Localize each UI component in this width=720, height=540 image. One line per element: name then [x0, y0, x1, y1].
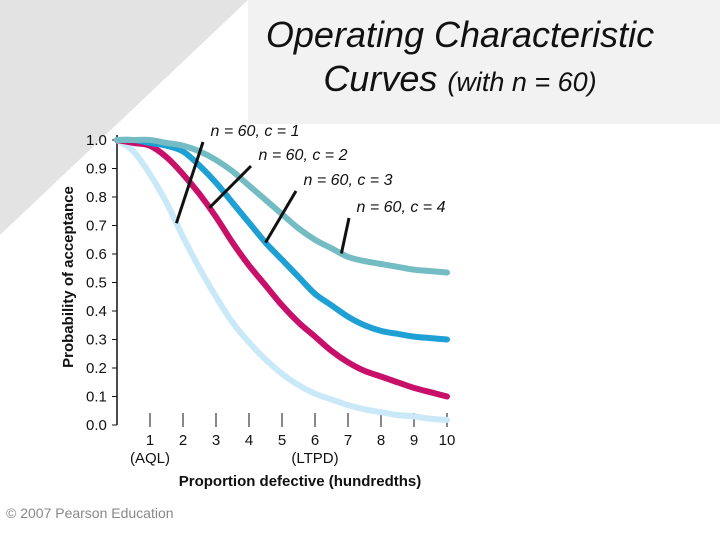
annotation-leader — [339, 217, 351, 254]
x-tick-label: 6 — [311, 432, 319, 449]
y-tick-label: 0.5 — [86, 275, 107, 292]
x-axis-title: Proportion defective (hundredths) — [179, 473, 422, 490]
x-tick-sublabel: (LTPD) — [291, 450, 338, 467]
x-tick-label: 10 — [439, 432, 456, 449]
x-tick-label: 3 — [212, 432, 220, 449]
x-tick-label: 8 — [377, 432, 385, 449]
y-tick-label: 0.3 — [86, 332, 107, 349]
y-tick-label: 0.0 — [86, 417, 107, 434]
title-curves-word: Curves — [323, 58, 438, 99]
curve-label-c4: n = 60, c = 4 — [357, 199, 446, 216]
slide-title-line-1: Operating Characteristic — [265, 14, 655, 55]
x-tick-sublabel: (AQL) — [130, 450, 170, 467]
copyright-notice: © 2007 Pearson Education — [6, 505, 174, 521]
x-tick-label: 1 — [146, 432, 154, 449]
x-tick-label: 5 — [278, 432, 286, 449]
corner-decoration — [0, 0, 248, 235]
series-group — [114, 136, 450, 423]
y-tick-label: 0.1 — [86, 389, 107, 406]
y-tick-label: 0.8 — [86, 189, 107, 206]
y-axis-title: Probability of acceptance — [60, 186, 77, 368]
annotation-leader — [264, 190, 298, 244]
curve-label-c2: n = 60, c = 2 — [259, 147, 348, 164]
x-tick-label: 4 — [245, 432, 253, 449]
curve-label-c3: n = 60, c = 3 — [304, 172, 393, 189]
x-tick-label: 2 — [179, 432, 187, 449]
annotations: n = 60, c = 1 n = 60, c = 2 n = 60, c = 3 n… — [174, 123, 446, 254]
annotation-leader — [174, 141, 205, 224]
y-tick-label: 0.4 — [86, 303, 107, 320]
y-tick-label: 0.2 — [86, 360, 107, 377]
x-tick-label: 7 — [344, 432, 352, 449]
series-line-c3 — [114, 136, 450, 343]
x-tick-label: 9 — [410, 432, 418, 449]
series-line-c2 — [114, 137, 450, 400]
slide-title-line-2: Curves (with n = 60) — [200, 58, 720, 100]
title-sample-size: (with n = 60) — [447, 67, 597, 97]
y-tick-label: 0.7 — [86, 218, 107, 235]
y-tick-label: 0.9 — [86, 161, 107, 178]
y-tick-label: 1.0 — [86, 132, 107, 149]
axes: 0.0 0.1 0.2 0.3 0.4 0.5 0.6 0.7 0.8 0.9 1.0 1 2 3 4 5 6 7… — [86, 132, 455, 467]
title-band — [248, 0, 720, 124]
series-line-c1 — [114, 137, 450, 423]
y-tick-label: 0.6 — [86, 246, 107, 263]
curve-label-c1: n = 60, c = 1 — [211, 123, 300, 140]
annotation-leader — [208, 164, 253, 209]
